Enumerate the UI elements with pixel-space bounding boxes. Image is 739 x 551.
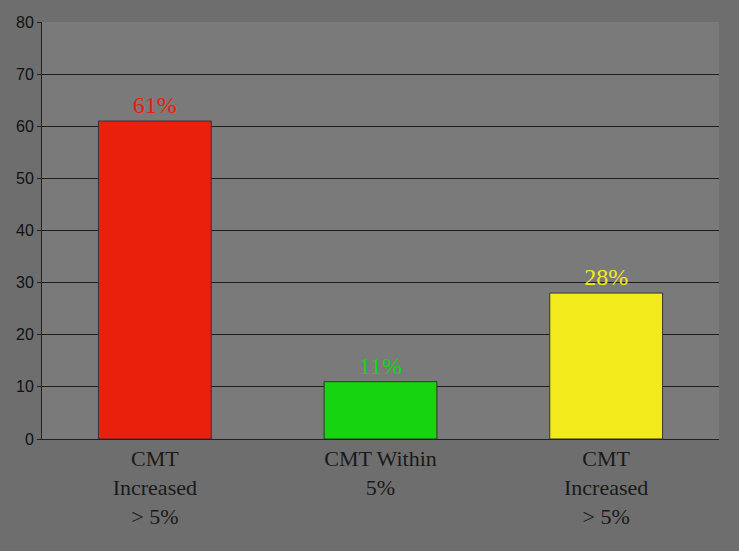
svg-text:50: 50 (16, 170, 34, 187)
svg-text:10: 10 (16, 378, 34, 395)
svg-text:CMT Within5%: CMT Within5% (324, 446, 437, 500)
svg-text:20: 20 (16, 326, 34, 343)
svg-text:11%: 11% (359, 353, 402, 379)
svg-text:CMTIncreased> 5%: CMTIncreased> 5% (113, 446, 197, 528)
svg-text:0: 0 (25, 431, 34, 448)
svg-text:61%: 61% (133, 92, 177, 118)
svg-text:70: 70 (16, 66, 34, 83)
svg-text:80: 80 (16, 14, 34, 31)
svg-text:30: 30 (16, 274, 34, 291)
svg-text:CMTIncreased> 5%: CMTIncreased> 5% (564, 446, 648, 528)
svg-text:60: 60 (16, 118, 34, 135)
svg-text:28%: 28% (584, 264, 628, 290)
svg-text:40: 40 (16, 222, 34, 239)
